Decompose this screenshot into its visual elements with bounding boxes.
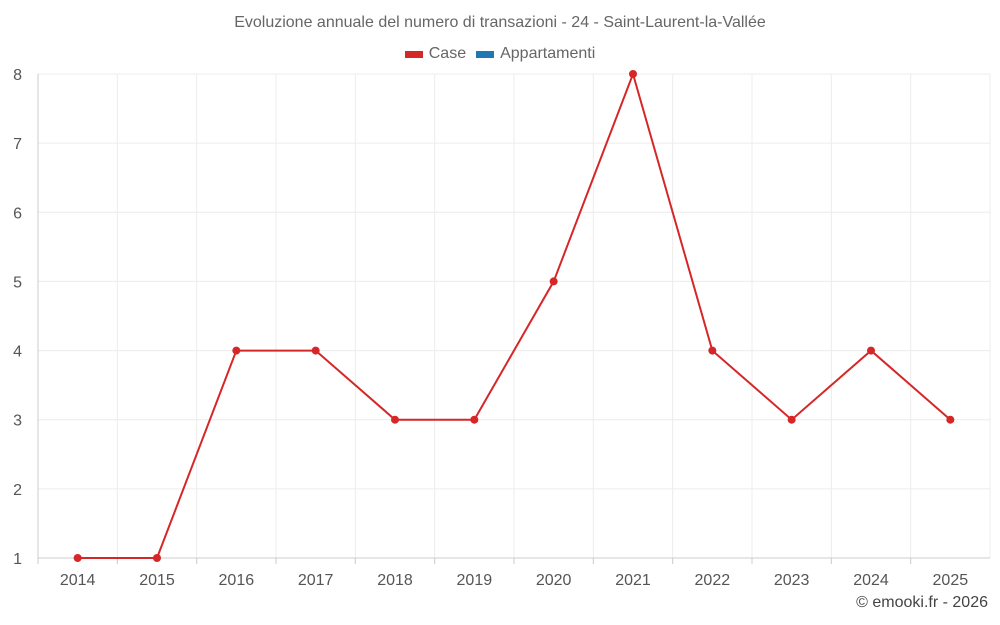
legend-label-case: Case (428, 45, 467, 62)
chart-title: Evoluzione annuale del numero di transaz… (234, 14, 766, 31)
y-tick-label: 6 (13, 205, 22, 222)
x-tick-label: 2025 (933, 572, 969, 589)
data-point-case[interactable] (946, 415, 955, 424)
x-tick-label: 2016 (219, 572, 255, 589)
data-point-case[interactable] (391, 415, 399, 424)
y-tick-label: 5 (13, 274, 22, 291)
x-tick-label: 2022 (695, 572, 731, 589)
legend-swatch-appartamenti (476, 50, 495, 58)
x-tick-label: 2023 (774, 572, 810, 589)
x-tick-label: 2020 (536, 572, 572, 589)
y-tick-label: 1 (13, 551, 22, 568)
data-point-case[interactable] (787, 415, 796, 424)
data-point-case[interactable] (549, 277, 558, 286)
y-tick-label: 7 (13, 136, 22, 153)
data-point-case[interactable] (232, 346, 241, 355)
axes: 1 2 3 4 5 6 7 8 2014 2015 2016 2017 2018 2019 2020 2021… (13, 67, 990, 589)
y-tick-label: 4 (13, 344, 22, 361)
credit-text: © emooki.fr - 2026 (856, 594, 988, 611)
grid-lines (37, 73, 991, 558)
legend-label-appartamenti: Appartamenti (500, 45, 596, 62)
y-tick-label: 2 (13, 482, 22, 499)
series-layer (73, 70, 955, 562)
data-point-case[interactable] (311, 346, 320, 355)
x-tick-label: 2021 (615, 572, 651, 589)
x-tick-label: 2015 (139, 572, 175, 589)
data-point-case[interactable] (867, 346, 875, 355)
data-point-case[interactable] (153, 554, 161, 562)
series-line-case (77, 70, 951, 559)
data-point-case[interactable] (73, 554, 82, 562)
y-tick-label: 8 (13, 67, 22, 84)
y-tick-label: 3 (13, 413, 22, 430)
x-tick-label: 2017 (298, 572, 334, 589)
data-point-case[interactable] (470, 415, 479, 424)
x-tick-label: 2024 (853, 572, 889, 589)
legend-item-appartamenti[interactable]: Appartamenti (476, 45, 595, 63)
legend-swatch-case (404, 50, 423, 58)
legend-item-case[interactable]: Case (404, 45, 467, 63)
x-tick-label: 2014 (60, 572, 96, 589)
x-tick-label: 2019 (457, 572, 493, 589)
data-point-case[interactable] (708, 346, 717, 355)
x-tick-label: 2018 (377, 572, 413, 589)
legend: Case Appartamenti (0, 45, 1000, 63)
data-point-case[interactable] (629, 70, 637, 78)
